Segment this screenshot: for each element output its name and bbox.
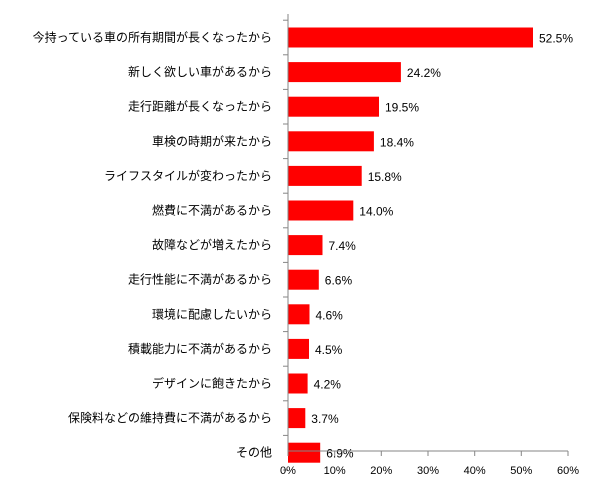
value-label-9: 4.6% [316,308,344,322]
bars-group [288,27,533,463]
category-label-9: 環境に配慮したいから [152,306,272,321]
bar-8 [288,269,319,290]
x-tick-label-40: 40% [464,465,486,477]
category-label-8: 走行性能に不満があるから [128,272,272,287]
value-label-11: 4.2% [314,378,342,392]
value-label-5: 15.8% [368,170,402,184]
bar-13 [288,442,321,463]
bar-11 [288,373,308,394]
value-label-6: 14.0% [359,205,393,219]
bar-12 [288,408,306,429]
category-label-4: 車検の時期が来たから [152,133,272,148]
category-label-6: 燃費に不満があるから [152,203,272,218]
bar-10 [288,338,309,359]
value-label-4: 18.4% [380,135,414,149]
value-label-7: 7.4% [329,239,357,253]
x-tick-label-60: 60% [557,465,579,477]
value-label-8: 6.6% [325,274,353,288]
category-label-11: デザインに飽きたから [152,376,272,391]
x-tick-label-30: 30% [417,465,439,477]
category-label-1: 今持っている車の所有期間が長くなったから [33,30,272,45]
value-label-3: 19.5% [385,101,419,115]
category-label-12: 保険料などの維持費に不満があるから [68,410,272,425]
x-tick-label-50: 50% [510,465,532,477]
value-labels-group: 52.5% 24.2% 19.5% 18.4% 15.8% 14.0% 7.4% 6.6% 4.… [311,32,573,461]
category-label-2: 新しく欲しい車があるから [128,64,272,79]
value-label-2: 24.2% [407,66,441,80]
x-tick-label-20: 20% [370,465,392,477]
category-label-5: ライフスタイルが変わったから [104,168,272,183]
value-label-1: 52.5% [539,32,573,46]
category-label-10: 積載能力に不満があるから [128,341,272,356]
bar-2 [288,62,401,83]
category-labels-group: 今持っている車の所有期間が長くなったから新しく欲しい車があるから走行距離が長くな… [33,30,272,460]
value-label-12: 3.7% [311,412,339,426]
bar-4 [288,131,374,152]
bar-7 [288,235,323,256]
category-label-13: その他 [236,446,272,460]
axis-group: 0% 10% 20% 30% 40% 50% 60% [280,14,579,477]
bar-3 [288,96,379,117]
value-label-13: 6.9% [326,447,354,461]
bar-6 [288,200,354,221]
x-tick-label-10: 10% [324,465,346,477]
bar-5 [288,165,362,186]
x-tick-label-0: 0% [280,465,296,477]
category-label-3: 走行距離が長くなったから [128,99,272,114]
bar-1 [288,27,533,48]
bar-9 [288,304,310,325]
value-label-10: 4.5% [315,343,343,357]
category-label-7: 故障などが増えたから [152,237,272,252]
